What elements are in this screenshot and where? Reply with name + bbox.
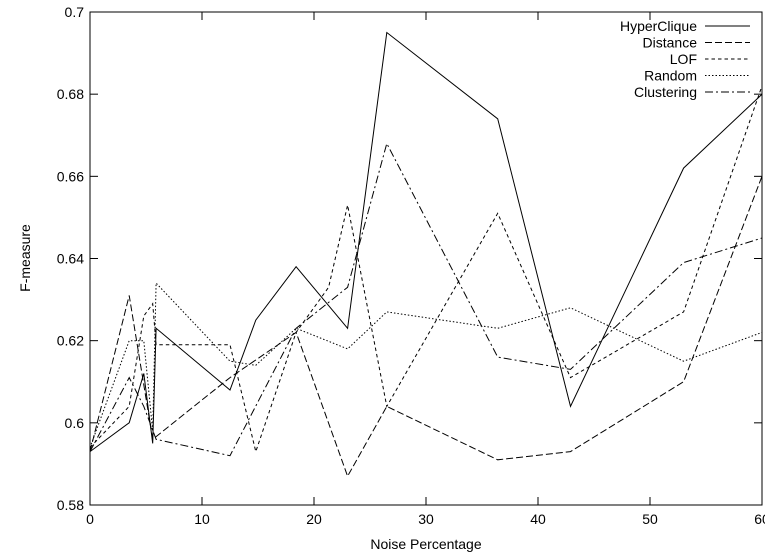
y-tick-label: 0.66 [57, 168, 84, 184]
x-tick-label: 30 [418, 511, 434, 527]
y-axis-title: F-measure [17, 224, 33, 292]
series-line-lof [89, 85, 763, 454]
series-line-distance [89, 176, 763, 478]
y-tick-label: 0.58 [57, 497, 84, 513]
y-tick-label: 0.62 [57, 333, 84, 349]
legend-label-clustering: Clustering [634, 84, 697, 100]
y-tick-label: 0.64 [57, 251, 84, 267]
y-tick-label: 0.7 [65, 4, 85, 20]
x-axis-title: Noise Percentage [370, 536, 482, 552]
legend-label-random: Random [644, 68, 697, 84]
x-tick-label: 60 [754, 511, 765, 527]
series-line-hyperclique [89, 31, 763, 453]
series-line-random [89, 281, 763, 448]
axis-ticks: 0 10 20 30 40 50 60 0.58 0.6 0.62 0.64 0.66 0.68 0.7 [57, 4, 765, 527]
x-tick-label: 40 [530, 511, 546, 527]
x-tick-label: 50 [642, 511, 658, 527]
legend-label-distance: Distance [643, 35, 698, 51]
x-tick-label: 0 [86, 511, 94, 527]
legend-label-hyperclique: HyperClique [620, 18, 697, 34]
series-lines [89, 31, 763, 478]
legend-label-lof: LOF [670, 51, 697, 67]
y-tick-label: 0.6 [65, 415, 85, 431]
x-tick-label: 10 [194, 511, 210, 527]
x-tick-label: 20 [306, 511, 322, 527]
series-line-clustering [89, 142, 763, 457]
y-tick-label: 0.68 [57, 86, 84, 102]
